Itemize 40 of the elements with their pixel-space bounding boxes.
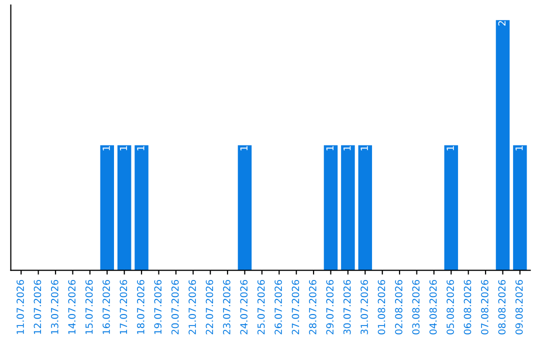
x-tick-label: 31.07.2026 [360, 280, 368, 334]
x-tick-label: 25.07.2026 [257, 280, 265, 334]
x-tick-label: 05.08.2026 [446, 280, 454, 334]
x-tick-label: 04.08.2026 [429, 280, 437, 334]
data-label: 1 [240, 146, 248, 150]
x-tick-label: 03.08.2026 [412, 280, 420, 334]
x-tick-label: 30.07.2026 [343, 280, 351, 334]
x-tick-label: 12.07.2026 [34, 280, 42, 334]
x-tick-label: 20.07.2026 [171, 280, 179, 334]
data-label: 1 [516, 146, 523, 150]
x-tick-label: 02.08.2026 [395, 280, 402, 334]
x-tick-label: 07.08.2026 [481, 280, 488, 334]
x-tick-label: 24.07.2026 [240, 280, 248, 334]
x-tick-label: 23.07.2026 [223, 280, 230, 334]
x-tick-label: 22.07.2026 [206, 280, 214, 334]
x-tick-label: 06.08.2026 [464, 280, 472, 334]
x-tick-label: 19.07.2026 [154, 280, 162, 334]
data-label: 1 [446, 146, 454, 150]
x-tick-label: 18.07.2026 [136, 280, 144, 334]
data-label: 1 [326, 146, 334, 150]
x-tick-label: 17.07.2026 [120, 280, 128, 334]
x-tick-label: 26.07.2026 [274, 280, 282, 334]
data-label: 1 [120, 146, 128, 150]
data-label: 1 [360, 146, 368, 150]
x-tick-label: 09.08.2026 [515, 280, 523, 334]
x-tick-label: 13.07.2026 [50, 280, 58, 334]
x-tick-label: 15.07.2026 [85, 280, 93, 334]
data-label: 2 [498, 21, 506, 26]
x-tick-label: 08.08.2026 [498, 280, 506, 334]
x-tick-label: 11.07.2026 [16, 280, 24, 334]
x-tick-label: 27.07.2026 [292, 280, 300, 334]
data-label: 1 [344, 146, 351, 150]
x-tick-label: 21.07.2026 [188, 280, 196, 334]
data-label: 1 [137, 146, 144, 150]
data-label: 1 [102, 146, 110, 150]
x-tick-label: 16.07.2026 [102, 280, 110, 334]
x-tick-label: 29.07.2026 [326, 280, 334, 334]
x-tick-label: 14.07.2026 [68, 280, 76, 334]
x-tick-label: 28.07.2026 [309, 280, 316, 334]
x-tick-label: 01.08.2026 [378, 280, 386, 334]
